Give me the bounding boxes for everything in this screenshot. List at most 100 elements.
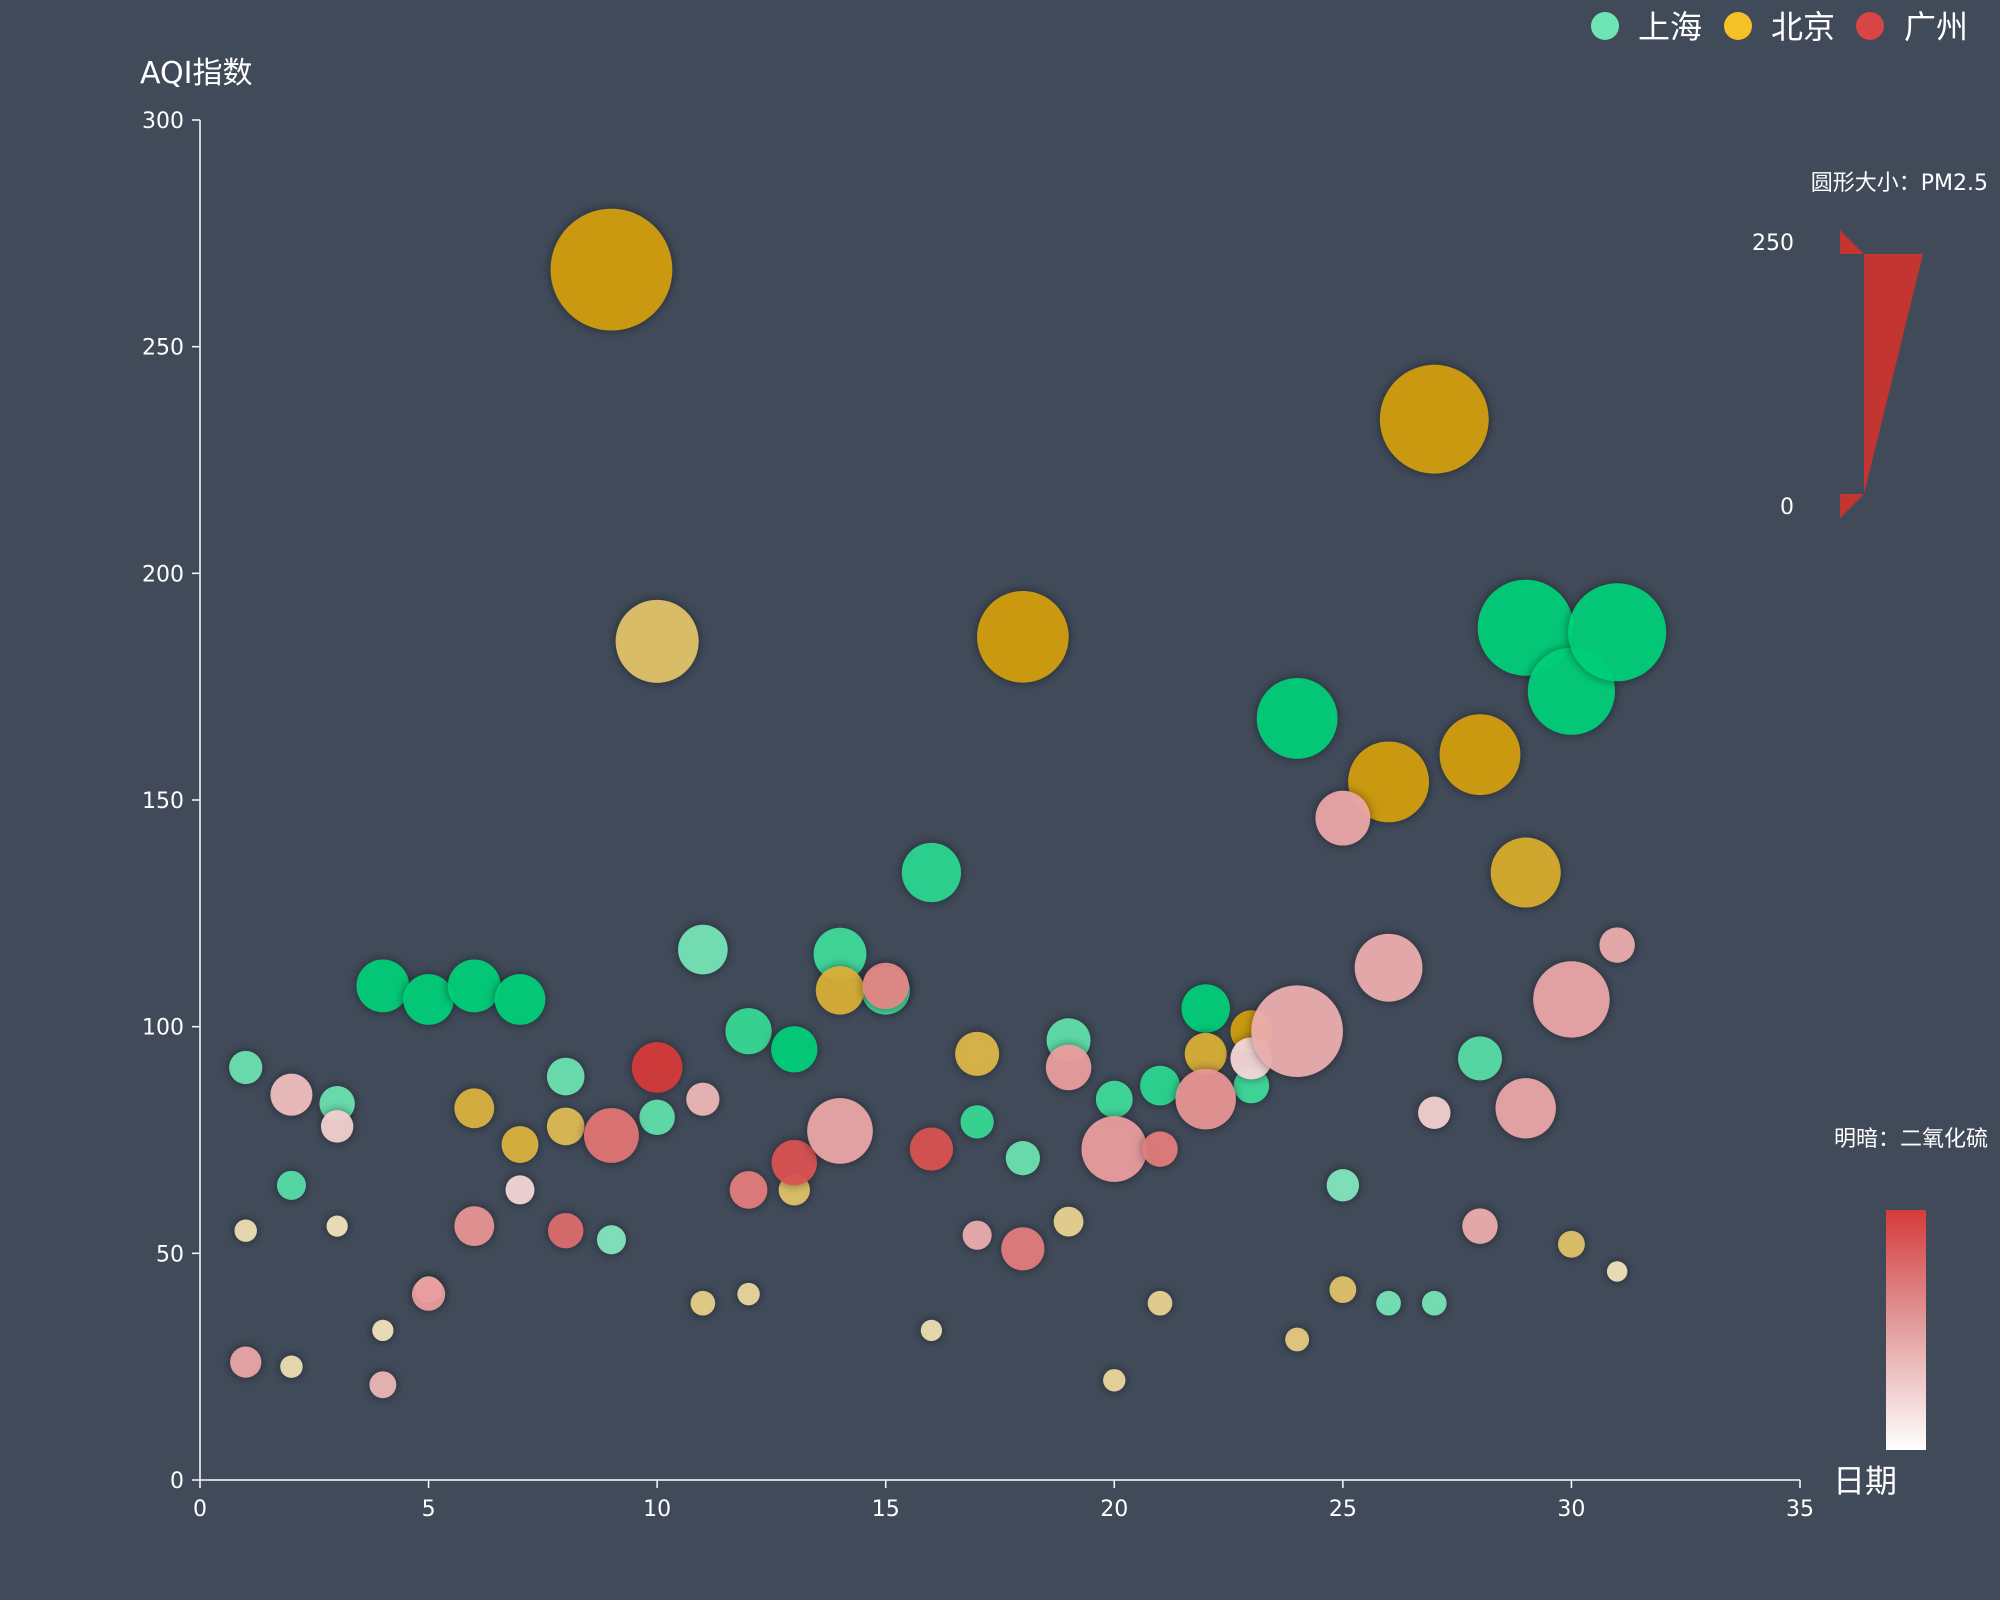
bubble-series-0[interactable] [1005,1141,1040,1176]
bubble-series-2[interactable] [1462,1208,1498,1244]
bubble-series-1[interactable] [1103,1369,1126,1392]
bubble-series-1[interactable] [326,1215,348,1237]
y-tick-label: 300 [142,109,184,134]
bubble-series-1[interactable] [737,1282,760,1306]
bubble-series-2[interactable] [584,1108,639,1163]
bubble-series-1[interactable] [1558,1230,1585,1258]
bubble-series-1[interactable] [955,1031,1000,1076]
legend-item-guangzhou[interactable]: 广州 [1856,8,1968,46]
bubble-series-1[interactable] [815,966,865,1015]
bubble-series-1[interactable] [454,1088,495,1129]
bubble-series-0[interactable] [1477,579,1574,676]
bubble-series-2[interactable] [1354,933,1423,1002]
size-visual-map: 圆形大小：PM2.5 250 0 [1752,171,1988,520]
bubble-series-0[interactable] [403,974,454,1025]
bubble-series-2[interactable] [631,1042,683,1093]
bubble-series-0[interactable] [639,1099,675,1136]
color-map-title: 明暗：二氧化硫 [1834,1127,1988,1152]
y-tick-label: 150 [142,789,184,814]
bubble-series-2[interactable] [548,1212,584,1249]
bubble-series-2[interactable] [270,1073,313,1116]
bubble-series-0[interactable] [356,959,410,1013]
bubble-series-1[interactable] [1379,364,1489,474]
bubble-series-1[interactable] [372,1319,394,1341]
bubble-series-0[interactable] [494,974,546,1025]
bubble-series-2[interactable] [909,1127,954,1171]
x-tick-label: 5 [422,1497,436,1522]
bubble-series-0[interactable] [960,1105,994,1139]
bubble-series-2[interactable] [1315,790,1371,846]
x-tick-label: 20 [1100,1497,1128,1522]
bubble-series-1[interactable] [1053,1206,1084,1237]
bubble-series-0[interactable] [1256,678,1338,759]
bubble-series-1[interactable] [280,1355,303,1378]
bubble-series-1[interactable] [1285,1327,1310,1352]
size-map-top-handle[interactable] [1840,230,1864,254]
bubble-series-0[interactable] [1326,1169,1360,1202]
bubble-series-0[interactable] [813,927,867,981]
legend-item-beijing[interactable]: 北京 [1724,8,1835,46]
bubble-series-0[interactable] [1421,1290,1447,1316]
bubble-series-1[interactable] [546,1107,585,1146]
bubble-series-0[interactable] [1376,1290,1401,1316]
bubble-series-2[interactable] [1533,961,1610,1038]
bubble-series-2[interactable] [411,1277,446,1311]
color-map-bar[interactable] [1886,1210,1926,1450]
bubble-series-1[interactable] [234,1219,257,1242]
bubble-series-0[interactable] [276,1170,306,1200]
bubble-series-1[interactable] [501,1126,539,1163]
bubble-series-0[interactable] [771,1026,818,1073]
bubble-series-1[interactable] [920,1319,943,1341]
bubble-series-0[interactable] [596,1225,626,1255]
bubble-series-2[interactable] [1081,1116,1148,1182]
bubble-series-0[interactable] [901,842,962,903]
legend-item-shanghai[interactable]: 上海 [1591,8,1702,46]
bubble-series-1[interactable] [1439,714,1521,796]
bubble-series-1[interactable] [1606,1261,1628,1282]
bubble-series-1[interactable] [1329,1276,1357,1303]
bubble-series-2[interactable] [729,1171,768,1209]
bubble-series-0[interactable] [1181,984,1230,1033]
bubble-series-2[interactable] [771,1139,817,1186]
bubble-series-0[interactable] [1568,583,1667,682]
bubble-series-2[interactable] [1142,1131,1178,1167]
bubble-series-2[interactable] [962,1220,992,1250]
bubble-series-2[interactable] [1001,1227,1045,1271]
bubble-series-1[interactable] [1184,1032,1227,1075]
bubble-series-1[interactable] [977,591,1069,683]
bubble-series-2[interactable] [320,1110,354,1143]
bubble-series-0[interactable] [447,959,501,1013]
bubble-series-0[interactable] [1095,1080,1133,1118]
x-axis-label: 日期 [1833,1462,1897,1500]
bubble-series-2[interactable] [1175,1069,1236,1130]
bubble-series-2[interactable] [369,1371,397,1399]
bubble-series-1[interactable] [1490,837,1561,908]
bubble-series-2[interactable] [1599,927,1635,963]
bubble-series-0[interactable] [229,1050,263,1085]
bubble-series-2[interactable] [454,1206,495,1247]
bubble-series-1[interactable] [690,1290,716,1316]
bubble-series-0[interactable] [725,1008,772,1055]
size-map-bottom-handle[interactable] [1840,494,1864,518]
bubble-series-2[interactable] [1418,1096,1451,1130]
bubble-series-0[interactable] [546,1057,585,1096]
bubble-series-1[interactable] [1147,1290,1173,1316]
bubble-series-0[interactable] [1458,1036,1502,1081]
bubble-series-2[interactable] [862,962,909,1009]
bubble-series-1[interactable] [550,208,673,331]
legend-dot-shanghai [1591,12,1619,40]
bubble-series-0[interactable] [1140,1065,1180,1106]
bubble-series-1[interactable] [615,599,699,683]
bubble-series-2[interactable] [505,1175,535,1205]
bubble-series-2[interactable] [1495,1078,1556,1139]
bubble-series-2[interactable] [807,1098,873,1164]
bubble-series-2[interactable] [230,1346,262,1378]
bubble-series-2[interactable] [686,1082,720,1116]
y-tick-label: 50 [156,1242,184,1267]
size-map-bar[interactable] [1864,254,1923,494]
bubble-series-0[interactable] [319,1086,355,1122]
bubble-series-2[interactable] [1045,1044,1092,1091]
bubble-series-0[interactable] [678,924,728,975]
bubble-series-1[interactable] [1348,741,1429,823]
bubble-series-2[interactable] [1251,985,1343,1077]
